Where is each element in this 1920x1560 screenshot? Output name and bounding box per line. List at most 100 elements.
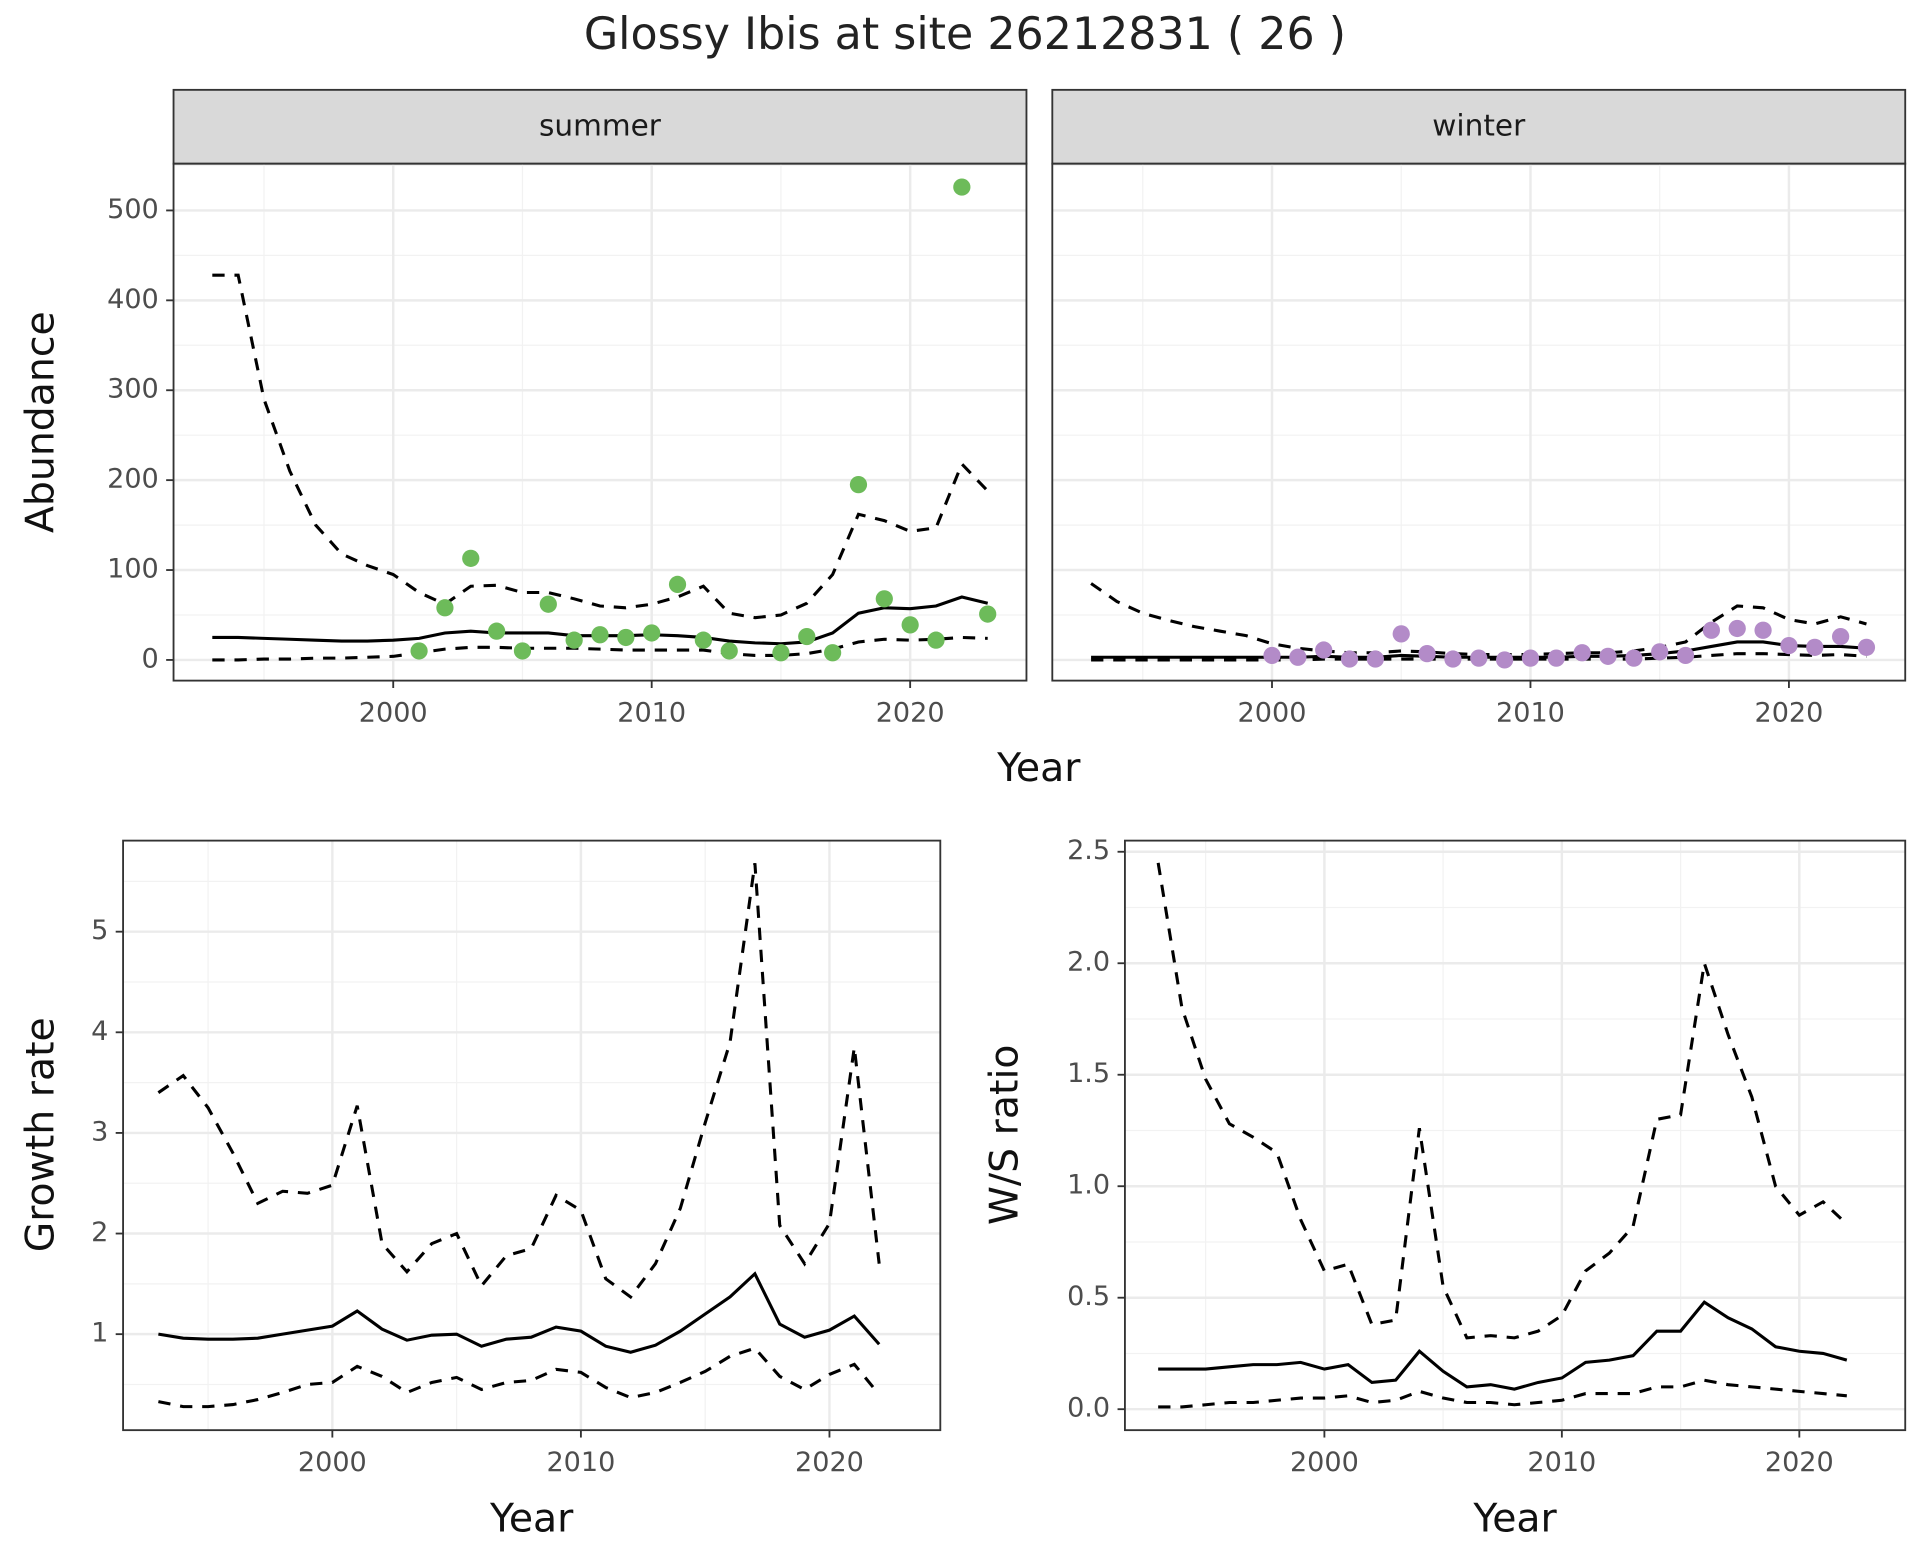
x-axis-title: Year xyxy=(996,745,1081,791)
x-tick-label: 2010 xyxy=(546,1447,615,1478)
data-point xyxy=(1676,646,1695,665)
y-tick-label: 0 xyxy=(142,643,159,674)
data-point xyxy=(1573,644,1591,662)
y-tick-label: 4 xyxy=(91,1016,108,1047)
data-point xyxy=(1599,647,1617,665)
strip xyxy=(172,88,1028,165)
data-point xyxy=(1521,649,1540,667)
data-point xyxy=(1340,650,1359,668)
y-tick-label: 300 xyxy=(107,374,159,405)
data-point xyxy=(694,631,712,649)
data-point xyxy=(1496,651,1514,669)
data-point xyxy=(1289,648,1307,666)
interval-line xyxy=(157,863,881,1300)
panel-border xyxy=(1124,839,1907,1432)
data-point xyxy=(1366,650,1384,668)
data-point xyxy=(1418,645,1436,663)
data-point xyxy=(668,575,687,594)
data-point xyxy=(772,644,790,662)
data-point xyxy=(1832,627,1850,646)
panel-background xyxy=(1124,840,1906,1431)
data-point xyxy=(591,626,609,644)
x-tick-label: 2010 xyxy=(1496,697,1565,728)
y-axis-title: W/S ratio xyxy=(981,1045,1027,1226)
x-tick-label: 2020 xyxy=(795,1447,864,1478)
y-tick-label: 100 xyxy=(107,554,159,585)
y-tick-label: 1 xyxy=(91,1318,108,1349)
panel-border xyxy=(122,839,942,1432)
y-axis-title: Abundance xyxy=(18,311,64,533)
y-tick-label: 200 xyxy=(107,464,159,495)
data-point xyxy=(875,590,893,608)
data-point xyxy=(1444,650,1462,668)
data-point xyxy=(462,549,480,567)
data-point xyxy=(410,642,428,660)
y-tick-label: 0.5 xyxy=(1067,1281,1110,1312)
figure-title: Glossy Ibis at site 26212831 ( 26 ) xyxy=(584,9,1346,60)
panel-border xyxy=(1051,162,1907,682)
x-tick-label: 2020 xyxy=(1754,697,1823,728)
data-point xyxy=(1651,643,1669,661)
data-point xyxy=(617,628,635,647)
x-axis-title: Year xyxy=(489,1496,574,1542)
y-tick-label: 3 xyxy=(91,1116,108,1147)
data-point xyxy=(953,178,971,196)
y-tick-label: 2.5 xyxy=(1067,835,1110,866)
x-tick-label: 2010 xyxy=(617,697,686,728)
data-point xyxy=(513,642,532,660)
data-point xyxy=(1780,636,1798,655)
x-tick-label: 2000 xyxy=(359,697,428,728)
data-point xyxy=(901,616,919,634)
x-tick-label: 2000 xyxy=(1238,697,1307,728)
panel-background xyxy=(123,840,941,1431)
panel-background xyxy=(173,163,1027,681)
data-point xyxy=(1263,646,1281,665)
data-point xyxy=(539,595,557,613)
data-point xyxy=(1702,621,1720,639)
y-tick-label: 5 xyxy=(91,915,108,946)
data-point xyxy=(1470,649,1488,667)
y-tick-label: 2.0 xyxy=(1067,947,1110,978)
strip-label: summer xyxy=(539,108,662,142)
data-point xyxy=(643,624,661,642)
strip-label: winter xyxy=(1432,108,1526,142)
x-tick-label: 2010 xyxy=(1527,1447,1596,1478)
panel-border xyxy=(172,162,1028,682)
interval-line xyxy=(212,635,988,662)
data-point xyxy=(1806,638,1824,656)
y-tick-label: 500 xyxy=(107,194,159,225)
y-tick-label: 400 xyxy=(107,284,159,315)
interval-line xyxy=(212,273,989,620)
x-tick-label: 2000 xyxy=(1290,1447,1359,1478)
data-point xyxy=(1315,641,1333,659)
data-point xyxy=(1392,625,1410,643)
strip xyxy=(1051,88,1907,165)
y-tick-label: 0.0 xyxy=(1067,1393,1110,1424)
data-point xyxy=(1754,621,1772,639)
data-point xyxy=(565,631,583,649)
data-point xyxy=(436,599,454,617)
x-tick-label: 2000 xyxy=(298,1447,367,1478)
data-point xyxy=(979,605,997,623)
trend-line xyxy=(158,1271,881,1354)
data-point xyxy=(1547,649,1565,667)
data-point xyxy=(824,644,842,662)
interval-line xyxy=(158,1346,881,1409)
data-point xyxy=(1728,619,1746,638)
y-axis-title: Growth rate xyxy=(18,1017,64,1252)
data-point xyxy=(1625,649,1643,667)
y-tick-label: 1.0 xyxy=(1067,1170,1110,1201)
y-tick-label: 2 xyxy=(91,1217,108,1248)
x-tick-label: 2020 xyxy=(876,697,945,728)
data-point xyxy=(1857,638,1876,656)
interval-line xyxy=(1158,1378,1847,1409)
data-point xyxy=(798,627,816,646)
data-point xyxy=(720,642,738,660)
data-point xyxy=(849,476,868,494)
data-point xyxy=(927,631,945,649)
data-point xyxy=(488,622,506,640)
x-axis-title: Year xyxy=(1472,1496,1557,1542)
x-tick-label: 2020 xyxy=(1765,1447,1834,1478)
y-tick-label: 1.5 xyxy=(1067,1058,1110,1089)
